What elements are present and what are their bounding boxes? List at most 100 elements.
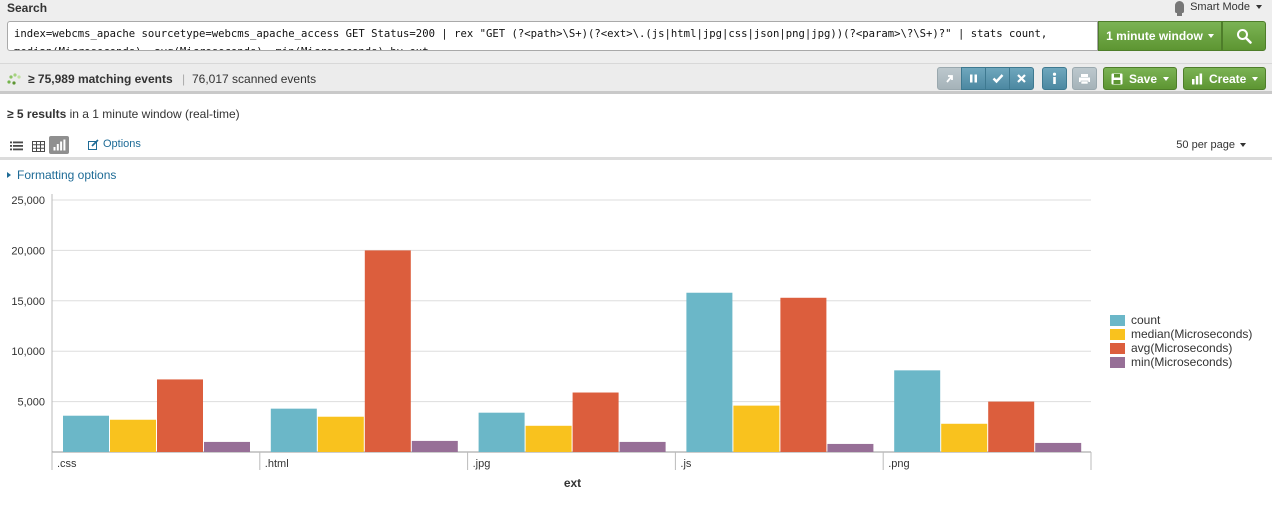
y-tick-label: 20,000: [11, 245, 45, 257]
caret-right-icon: [7, 172, 11, 178]
options-link[interactable]: Options: [88, 138, 141, 150]
chart-legend: count median(Microseconds) avg(Microsecond…: [1110, 313, 1252, 369]
bar-avg-microseconds--html: [364, 250, 411, 452]
legend-item[interactable]: min(Microseconds): [1110, 355, 1252, 369]
pause-icon: [970, 74, 977, 83]
bar-median-microseconds--html: [317, 416, 364, 452]
x-tick-label: .js: [680, 458, 692, 470]
search-query-input[interactable]: index=webcms_apache sourcetype=webcms_ap…: [7, 21, 1098, 51]
floppy-disk-icon: [1111, 73, 1123, 84]
time-range-picker[interactable]: 1 minute window: [1098, 21, 1222, 51]
bar-chart-icon: [53, 139, 65, 151]
legend-item[interactable]: count: [1110, 313, 1252, 327]
job-controls: [937, 67, 1034, 90]
list-icon: [9, 141, 23, 151]
legend-swatch: [1110, 314, 1125, 326]
arrow-up-right-icon: [946, 75, 953, 83]
bar-min-microseconds--html: [411, 440, 458, 452]
bar-count-jpg: [478, 412, 525, 452]
search-title: Search: [7, 1, 48, 15]
x-tick-label: .html: [265, 458, 289, 470]
y-tick-label: 25,000: [11, 195, 45, 207]
options-label: Options: [103, 138, 141, 150]
pause-button[interactable]: [961, 67, 986, 90]
time-range-label: 1 minute window: [1106, 29, 1203, 43]
printer-icon: [1079, 73, 1090, 84]
create-label: Create: [1209, 71, 1247, 86]
finalize-button[interactable]: [985, 67, 1010, 90]
bar-count-html: [270, 408, 317, 452]
bar-median-microseconds--js: [733, 405, 780, 452]
close-icon: [1017, 74, 1026, 83]
chevron-down-icon: [1163, 76, 1170, 81]
bar-avg-microseconds--jpg: [572, 392, 619, 452]
legend-item[interactable]: median(Microseconds): [1110, 327, 1252, 341]
legend-label: avg(Microseconds): [1131, 341, 1233, 355]
search-icon: [1237, 29, 1252, 44]
legend-label: median(Microseconds): [1131, 327, 1253, 341]
search-mode-label: Smart Mode: [1190, 1, 1250, 13]
bar-median-microseconds--jpg: [525, 425, 572, 452]
search-button[interactable]: [1222, 21, 1266, 51]
create-button[interactable]: Create: [1183, 67, 1267, 90]
column-chart: 5,000 10,000 15,000 20,000 25,000 .css .html .j…: [11, 194, 1092, 490]
matching-events-count: ≥ 75,989 matching events: [28, 72, 173, 86]
bar-chart-icon: [1192, 73, 1203, 84]
legend-swatch: [1110, 356, 1125, 368]
bar-min-microseconds--js: [827, 443, 874, 452]
table-icon: [31, 140, 45, 152]
bar-min-microseconds--png: [1035, 442, 1082, 452]
legend-label: count: [1131, 313, 1161, 327]
checkmark-icon: [992, 74, 1003, 84]
list-view-button[interactable]: [6, 137, 26, 155]
chevron-down-icon: [1240, 143, 1246, 147]
loading-spinner-icon: [7, 73, 21, 85]
y-tick-label: 5,000: [17, 397, 45, 409]
legend-item[interactable]: avg(Microseconds): [1110, 341, 1252, 355]
send-to-background-button[interactable]: [937, 67, 962, 90]
edit-icon: [88, 138, 99, 150]
legend-label: min(Microseconds): [1131, 355, 1233, 369]
info-icon: [1052, 72, 1057, 84]
save-button[interactable]: Save: [1103, 67, 1178, 90]
bar-median-microseconds--css: [110, 419, 156, 452]
bar-avg-microseconds--png: [988, 401, 1035, 452]
chart-view-button[interactable]: [49, 136, 69, 154]
bar-avg-microseconds--js: [780, 297, 827, 452]
chevron-down-icon: [1252, 76, 1259, 81]
search-bar-area: Search Smart Mode index=webcms_apache so…: [0, 0, 1272, 64]
scanned-events-count: 76,017 scanned events: [192, 72, 317, 86]
bar-count-js: [686, 292, 733, 452]
results-window-text: in a 1 minute window (real-time): [66, 107, 240, 121]
print-button[interactable]: [1072, 67, 1097, 90]
results-count: ≥ 5 results: [7, 107, 67, 121]
search-mode-dropdown[interactable]: Smart Mode: [1175, 1, 1262, 16]
formatting-options-toggle[interactable]: Formatting options: [7, 168, 116, 182]
legend-swatch: [1110, 328, 1125, 340]
cancel-job-button[interactable]: [1009, 67, 1034, 90]
job-inspector-group: [1042, 67, 1067, 90]
bar-count-css: [63, 415, 109, 452]
bar-min-microseconds--jpg: [619, 441, 666, 452]
per-page-label: 50 per page: [1176, 139, 1235, 151]
x-tick-label: .png: [888, 458, 909, 470]
results-toolbar: Options 50 per page: [0, 129, 1272, 160]
x-tick-label: .jpg: [473, 458, 491, 470]
per-page-dropdown[interactable]: 50 per page: [1176, 139, 1246, 151]
results-summary: ≥ 5 results in a 1 minute window (real-t…: [7, 107, 240, 121]
status-separator: |: [182, 72, 186, 86]
x-axis-title: ext: [564, 476, 581, 490]
bar-min-microseconds--css: [204, 441, 250, 452]
y-tick-label: 10,000: [11, 346, 45, 358]
chevron-down-icon: [1256, 5, 1262, 9]
bar-avg-microseconds--css: [157, 379, 203, 452]
table-view-button[interactable]: [28, 137, 48, 155]
x-tick-label: .css: [57, 458, 77, 470]
chevron-down-icon: [1207, 34, 1214, 38]
lightbulb-icon: [1175, 1, 1185, 16]
print-group: [1072, 67, 1097, 90]
bar-count-png: [894, 370, 941, 452]
save-label: Save: [1129, 71, 1158, 86]
y-tick-label: 15,000: [11, 296, 45, 308]
job-inspector-button[interactable]: [1042, 67, 1067, 90]
